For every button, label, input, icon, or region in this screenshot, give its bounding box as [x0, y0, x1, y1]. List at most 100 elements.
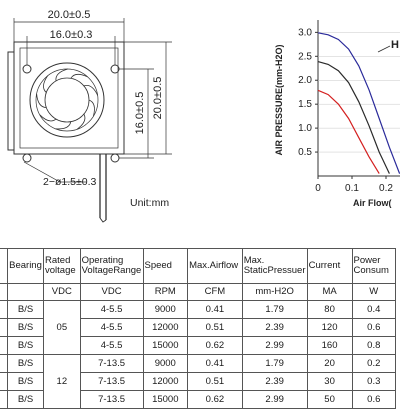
fan-blade	[70, 73, 88, 79]
chart-y-ticks: 0.5 1.0 1.5 2.0 2.5 3.0	[298, 27, 318, 158]
wire-tip	[99, 217, 107, 223]
table-cell	[0, 300, 9, 319]
table-cell	[43, 354, 81, 373]
fan-blade	[55, 121, 72, 130]
table-cell: B/S	[7, 354, 45, 373]
table-cell	[0, 354, 9, 373]
table-row: B/S 4-5.5 9000 0.41 1.79 80 0.4	[0, 300, 397, 319]
table-cell: 0.3	[351, 372, 397, 391]
series-line-1	[317, 32, 400, 174]
table-cell: 2.39	[241, 318, 308, 337]
table-cell: 0.51	[187, 372, 243, 391]
table-cell: 0.6	[351, 318, 397, 337]
y-tick-label: 2.5	[298, 51, 312, 62]
table-row: B/S 05 4-5.5 12000 0.51 2.39 120 0.6	[0, 318, 397, 337]
table-row: B/S 4-5.5 15000 0.62 2.99 160 0.8	[0, 336, 397, 355]
table-cell: 12000	[142, 372, 189, 391]
chart-gridlines	[318, 32, 400, 153]
spec-table: Bearing Rated voltage Operating VoltageRan…	[0, 248, 397, 409]
fan-blade	[83, 85, 99, 96]
table-cell: 7-13.5	[79, 372, 144, 391]
annotation-leader	[377, 45, 391, 53]
table-cell: 9000	[142, 300, 189, 319]
chart-y-axis-label: AIR PRESSURE(mm-H2O)	[274, 44, 284, 155]
chart-annotation: H	[391, 39, 399, 51]
table-cell: 1.79	[241, 300, 308, 319]
y-tick-label: 1.5	[298, 99, 312, 110]
table-cell	[0, 248, 9, 284]
table-row: B/S 7-13.5 9000 0.41 1.79 20 0.2	[0, 354, 397, 373]
left-side-tab	[7, 51, 14, 151]
fan-wires	[99, 154, 107, 220]
table-cell: B/S	[7, 318, 45, 337]
technical-drawing: 20.0±0.5 16.0±0.3 16.0±0.5 20.0±0.5 2−ø1…	[7, 9, 400, 223]
table-cell	[0, 336, 9, 355]
x-tick-label: 0	[315, 183, 321, 194]
table-cell: 0.2	[351, 354, 397, 373]
fan-inner-outline	[19, 47, 119, 149]
table-cell: 1.79	[241, 354, 308, 373]
table-cell: 0.41	[187, 300, 243, 319]
table-cell: 4-5.5	[79, 300, 144, 319]
y-tick-label: 1.0	[298, 123, 312, 134]
fan-blade	[88, 99, 95, 117]
table-cell: VDC	[79, 283, 144, 301]
fan-blade	[43, 75, 49, 93]
y-tick-label: 3.0	[298, 27, 312, 38]
table-cell: 05	[43, 318, 81, 337]
chart-x-axis-label: Air Flow(	[353, 198, 392, 208]
table-cell: Current	[306, 248, 353, 284]
mount-hole-top-left	[22, 64, 32, 74]
table-cell: 0.41	[187, 354, 243, 373]
dim-hole-spacing-height: 16.0±0.5	[134, 92, 146, 135]
table-cell: 20	[306, 354, 353, 373]
table-cell	[43, 336, 81, 355]
table-cell: 2.39	[241, 372, 308, 391]
table-units-row: VDC VDC RPM CFM mm-H2O MA W	[0, 283, 397, 301]
dim-hole-spacing-width: 16.0±0.3	[50, 29, 93, 41]
table-cell: 30	[306, 372, 353, 391]
mount-hole-bottom-right	[110, 153, 120, 163]
table-cell	[43, 300, 81, 319]
chart-series	[317, 32, 400, 174]
pq-curve-chart: 0.5 1.0 1.5 2.0 2.5 3.0 0 0.1 0.2 AIR PRESSURE(…	[274, 20, 400, 208]
table-cell: 12	[43, 372, 81, 391]
fan-blades	[36, 68, 99, 130]
table-cell: 0.51	[187, 318, 243, 337]
table-cell: Rated voltage	[43, 248, 81, 284]
table-cell: Speed	[142, 248, 189, 284]
x-tick-label: 0.2	[379, 183, 393, 194]
table-cell: B/S	[7, 372, 45, 391]
fan-outline-drawing	[7, 41, 125, 223]
table-cell: 15000	[142, 336, 189, 355]
table-cell	[0, 372, 9, 391]
table-cell: B/S	[7, 300, 45, 319]
mount-hole-bottom-left	[22, 153, 32, 163]
fan-blade	[36, 93, 47, 108]
table-cell	[0, 283, 9, 301]
y-tick-label: 2.0	[298, 75, 312, 86]
unit-label: Unit:mm	[130, 197, 169, 209]
table-cell: 0.8	[351, 336, 397, 355]
series-line-2	[317, 61, 390, 174]
fan-blade	[39, 114, 57, 122]
table-cell: Max.Airflow	[187, 248, 243, 284]
table-cell: 0.4	[351, 300, 397, 319]
series-line-3	[317, 89, 380, 174]
table-cell: B/S	[7, 336, 45, 355]
rotor-hub	[44, 77, 90, 123]
table-cell: MA	[306, 283, 353, 301]
rotor-outer-ring	[29, 62, 105, 138]
table-cell: 7-13.5	[79, 354, 144, 373]
table-cell: Power Consum	[351, 248, 397, 284]
table-cell: mm-H2O	[241, 283, 308, 301]
table-cell: CFM	[187, 283, 243, 301]
table-cell: 4-5.5	[79, 336, 144, 355]
hole-leader-line	[23, 161, 86, 183]
table-cell	[7, 283, 45, 301]
table-cell: 0.62	[187, 336, 243, 355]
x-tick-label: 0.1	[345, 183, 359, 194]
table-row: B/S 12 7-13.5 12000 0.51 2.39 30 0.3	[0, 372, 397, 391]
table-cell: RPM	[142, 283, 189, 301]
table-cell: Max. StaticPressuer	[241, 248, 308, 284]
